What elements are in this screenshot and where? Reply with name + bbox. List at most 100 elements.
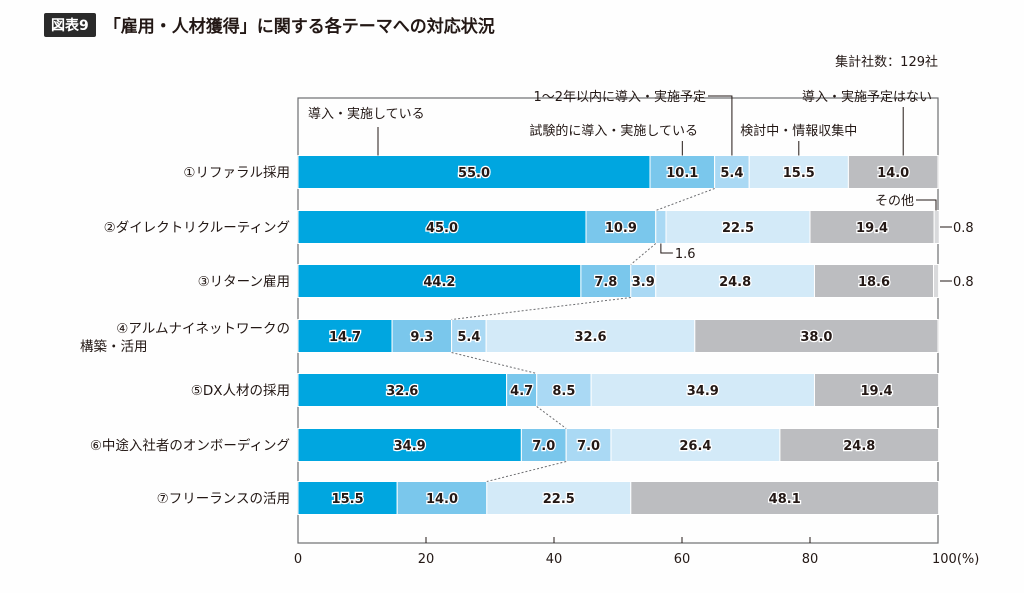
data-label-no_plan: 18.6 [858, 275, 890, 290]
category-label: ⑤DX人材の採用 [191, 383, 290, 399]
series-connector-line [630, 243, 657, 265]
category-label: ⑥中途入社者のオンボーディング [90, 437, 290, 454]
bar-segment-trial [506, 373, 538, 407]
bar-segment-other [933, 210, 940, 244]
bar-segment-considering [590, 373, 815, 407]
leader-line [660, 243, 673, 254]
data-label-no_plan: 19.4 [861, 384, 893, 399]
data-label-trial: 10.9 [605, 221, 637, 236]
legend-callout-implemented: 導入・実施している [308, 106, 425, 122]
data-label-no_plan: 14.0 [877, 166, 909, 181]
x-tick-label: 20 [418, 552, 435, 567]
x-tick-label: 60 [674, 552, 691, 567]
data-label-considering: 26.4 [679, 439, 711, 454]
chart-title-block: 図表9 「雇用・人材獲得」に関する各テーマへの対応状況 [44, 12, 495, 37]
series-connector-line [536, 406, 567, 429]
data-label-implemented: 32.6 [386, 384, 418, 399]
x-tick-label: 40 [546, 552, 563, 567]
bar-segment-considering [655, 264, 815, 298]
legend-callout-no-plan: 導入・実施予定はない [802, 89, 932, 105]
bar-segment-no_plan [847, 155, 939, 189]
bar-segment-trial [649, 155, 716, 189]
series-connector-line [655, 188, 715, 211]
series-connector-line [451, 352, 537, 374]
category-label-line2: 構築・活用 [80, 339, 148, 355]
legend-callout-trial: 試験的に導入・実施している [529, 123, 698, 139]
x-tick-label: 100(%) [932, 552, 979, 567]
sample-count-note: 集計社数：129社 [835, 54, 938, 70]
x-tick-label: 0 [294, 552, 302, 567]
data-label-implemented: 34.9 [394, 439, 426, 454]
data-label-implemented: 44.2 [423, 275, 455, 290]
data-label-considering: 15.5 [783, 166, 815, 181]
figure-badge: 図表9 [44, 12, 96, 37]
data-label-implemented: 15.5 [332, 492, 364, 507]
bar-segment-considering [485, 319, 696, 353]
data-label-implemented: 45.0 [426, 221, 458, 236]
category-label: ⑦フリーランスの活用 [157, 491, 290, 507]
bar-segment-implemented [297, 264, 582, 298]
bar-segment-no_plan [813, 373, 940, 407]
data-label-no_plan: 19.4 [856, 221, 888, 236]
data-label-implemented: 14.7 [329, 330, 361, 345]
data-label-trial: 14.0 [426, 492, 458, 507]
data-label-planned-outside: 1.6 [675, 247, 696, 262]
data-label-no_plan: 38.0 [800, 330, 832, 345]
data-label-considering: 22.5 [543, 492, 575, 507]
bar-segment-no_plan [813, 264, 935, 298]
data-label-considering: 22.5 [722, 221, 754, 236]
data-label-trial: 10.1 [666, 166, 698, 181]
series-connector-line [451, 297, 631, 320]
bar-segment-implemented [297, 319, 393, 353]
bar-segment-planned [536, 373, 592, 407]
data-label-other-outside: 0.8 [953, 221, 974, 236]
data-label-trial: 9.3 [410, 330, 433, 345]
leader-line [916, 199, 937, 211]
bar-segment-planned [630, 264, 657, 298]
data-label-trial: 7.0 [532, 439, 555, 454]
legend-callout-planned: 1～2年以内に導入・実施予定 [533, 89, 706, 105]
data-label-no_plan: 24.8 [843, 439, 875, 454]
bar-segment-trial [396, 481, 488, 515]
data-label-planned: 5.4 [457, 330, 480, 345]
data-label-trial: 4.7 [510, 384, 533, 399]
bar-segment-trial [580, 264, 632, 298]
category-label: ④アルムナイネットワークの [116, 321, 290, 337]
data-label-no_plan: 48.1 [769, 492, 801, 507]
category-label: ①リファラル採用 [183, 165, 290, 181]
bar-segment-no_plan [630, 481, 940, 515]
bar-segment-planned [655, 210, 667, 244]
x-tick-label: 80 [802, 552, 819, 567]
data-label-planned: 7.0 [577, 439, 600, 454]
data-label-considering: 34.9 [687, 384, 719, 399]
bar-segment-considering [665, 210, 811, 244]
data-label-planned: 3.9 [632, 275, 655, 290]
data-label-implemented: 55.0 [458, 166, 490, 181]
bar-segment-implemented [297, 210, 587, 244]
bar-segment-considering [610, 428, 781, 462]
bar-segment-considering [486, 481, 632, 515]
series-connector-line [486, 461, 567, 482]
data-label-considering: 24.8 [719, 275, 751, 290]
data-label-trial: 7.8 [594, 275, 617, 290]
bar-segment-other [933, 264, 940, 298]
bar-segment-implemented [297, 481, 398, 515]
bar-segment-trial [585, 210, 657, 244]
bar-segment-trial [391, 319, 453, 353]
leader-line [708, 95, 733, 156]
bar-segment-no_plan [694, 319, 939, 353]
bar-segment-implemented [297, 428, 522, 462]
bar-segment-no_plan [779, 428, 940, 462]
chart-title: 「雇用・人材獲得」に関する各テーマへの対応状況 [103, 17, 495, 37]
data-label-considering: 32.6 [574, 330, 606, 345]
category-label: ③リターン雇用 [198, 273, 290, 290]
bar-segment-planned [565, 428, 612, 462]
bar-segment-planned [451, 319, 487, 353]
legend-callout-considering: 検討中・情報収集中 [740, 123, 857, 139]
data-label-planned: 5.4 [720, 166, 743, 181]
data-label-other-outside: 0.8 [953, 275, 974, 290]
legend-callout-other: その他 [875, 194, 914, 209]
data-label-planned: 8.5 [552, 384, 575, 399]
category-label: ②ダイレクトリクルーティング [104, 220, 290, 236]
